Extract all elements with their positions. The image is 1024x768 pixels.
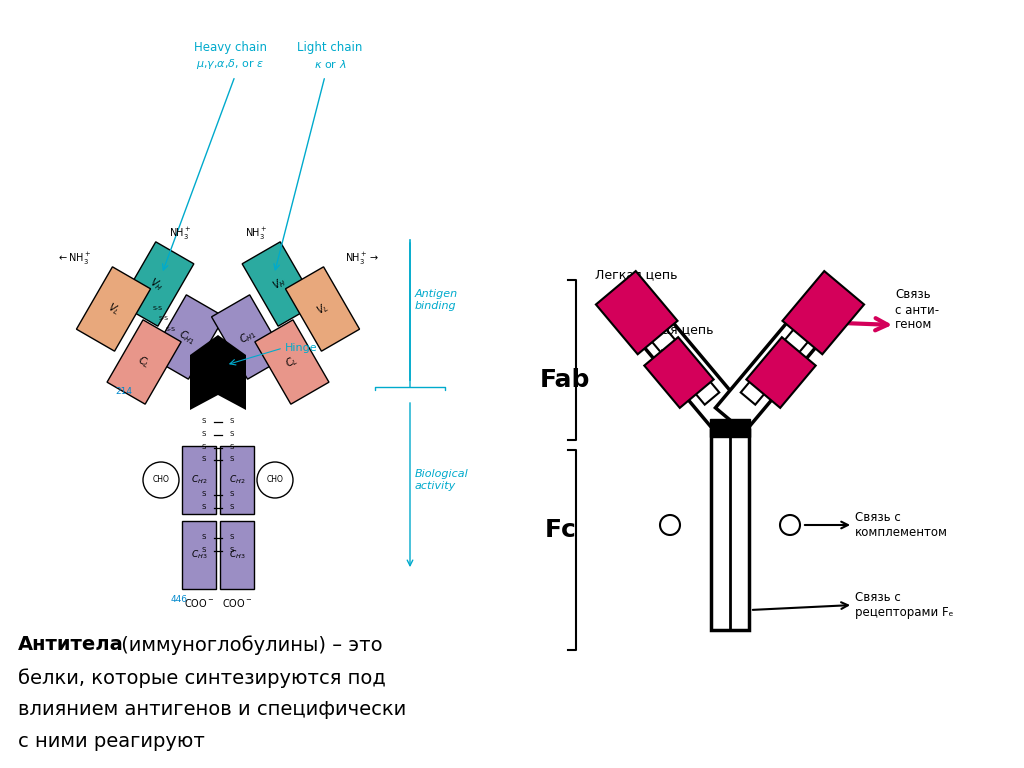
Text: 214: 214 (116, 388, 132, 396)
Text: Тяжелая цепь: Тяжелая цепь (620, 323, 714, 336)
Text: CHO: CHO (266, 475, 284, 485)
Text: NH$_3^+$: NH$_3^+$ (245, 226, 267, 242)
Text: S-S: S-S (159, 316, 169, 321)
Text: COO$^-$: COO$^-$ (183, 597, 214, 609)
Text: $C_{H3}$: $C_{H3}$ (190, 549, 207, 561)
Polygon shape (644, 337, 714, 408)
Text: Связь с
рецепторами Fₑ: Связь с рецепторами Fₑ (855, 591, 953, 619)
Text: белки, которые синтезируются под: белки, которые синтезируются под (18, 668, 386, 687)
Text: $C_{H1}$: $C_{H1}$ (176, 326, 199, 347)
Polygon shape (218, 335, 246, 410)
Text: $\leftarrow$NH$_3^+$: $\leftarrow$NH$_3^+$ (57, 251, 91, 267)
Polygon shape (255, 319, 329, 404)
Text: S: S (229, 456, 234, 462)
Text: Light chain: Light chain (297, 41, 362, 55)
Text: $C_{H2}$: $C_{H2}$ (190, 474, 207, 486)
Polygon shape (740, 328, 809, 405)
Text: Heavy chain: Heavy chain (194, 41, 266, 55)
Text: S: S (202, 418, 206, 424)
Polygon shape (242, 242, 316, 326)
Polygon shape (220, 446, 254, 514)
Text: $V_L$: $V_L$ (313, 300, 331, 318)
Text: S: S (229, 547, 234, 553)
Text: $C_L$: $C_L$ (135, 353, 153, 371)
Text: Fab: Fab (540, 368, 591, 392)
Text: S-S: S-S (165, 326, 175, 332)
Text: S: S (229, 418, 234, 424)
Text: S: S (202, 456, 206, 462)
Text: S: S (229, 504, 234, 510)
Text: S: S (202, 431, 206, 437)
Text: Antigen
binding: Antigen binding (415, 290, 458, 311)
Text: $\kappa$ or $\lambda$: $\kappa$ or $\lambda$ (313, 58, 346, 70)
Text: 446: 446 (171, 595, 187, 604)
Polygon shape (650, 328, 719, 405)
Text: Легкая цепь: Легкая цепь (595, 269, 678, 282)
Polygon shape (190, 335, 218, 410)
Text: $C_L$: $C_L$ (284, 353, 301, 371)
Polygon shape (710, 419, 750, 437)
Polygon shape (596, 271, 678, 354)
Polygon shape (782, 271, 864, 354)
Text: S-S: S-S (153, 306, 163, 310)
Text: $C_{H2}$: $C_{H2}$ (228, 474, 245, 486)
Text: S: S (202, 504, 206, 510)
Polygon shape (182, 521, 216, 589)
Text: Biological
activity: Biological activity (415, 469, 469, 491)
Polygon shape (220, 521, 254, 589)
Text: Fc: Fc (545, 518, 577, 542)
Text: Антитела: Антитела (18, 635, 124, 654)
Text: с ними реагируют: с ними реагируют (18, 732, 205, 751)
Text: (иммуноглобулины) – это: (иммуноглобулины) – это (115, 635, 383, 654)
Text: S: S (202, 534, 206, 540)
Text: COO$^-$: COO$^-$ (222, 597, 252, 609)
Text: $\mu$,$\gamma$,$\alpha$,$\delta$, or $\epsilon$: $\mu$,$\gamma$,$\alpha$,$\delta$, or $\e… (196, 57, 264, 71)
Polygon shape (182, 446, 216, 514)
Text: Связь с
комплементом: Связь с комплементом (855, 511, 948, 539)
Polygon shape (286, 266, 359, 351)
Text: S: S (202, 444, 206, 450)
Text: S: S (229, 491, 234, 497)
Polygon shape (746, 337, 816, 408)
Text: S: S (229, 444, 234, 450)
Text: S: S (202, 547, 206, 553)
Text: $V_H$: $V_H$ (147, 275, 166, 293)
Polygon shape (151, 295, 224, 379)
Text: NH$_3^+$: NH$_3^+$ (169, 226, 191, 242)
Text: S: S (229, 534, 234, 540)
Text: влиянием антигенов и специфически: влиянием антигенов и специфически (18, 700, 407, 719)
Text: NH$_3^+$$\rightarrow$: NH$_3^+$$\rightarrow$ (344, 251, 379, 267)
Polygon shape (77, 266, 151, 351)
Polygon shape (212, 295, 286, 379)
Polygon shape (716, 300, 835, 432)
Text: $V_L$: $V_L$ (104, 300, 122, 318)
Text: CHO: CHO (153, 475, 169, 485)
Text: S: S (229, 431, 234, 437)
Text: $V_H$: $V_H$ (270, 275, 289, 293)
Text: Связь
с анти-
геном: Связь с анти- геном (895, 289, 939, 332)
Polygon shape (711, 430, 749, 630)
Text: S: S (202, 491, 206, 497)
Text: $C_{H3}$: $C_{H3}$ (228, 549, 246, 561)
Text: $C_{H1}$: $C_{H1}$ (238, 326, 260, 347)
Polygon shape (108, 319, 181, 404)
Polygon shape (120, 242, 194, 326)
Polygon shape (626, 300, 744, 432)
Text: Hinge: Hinge (285, 343, 317, 353)
